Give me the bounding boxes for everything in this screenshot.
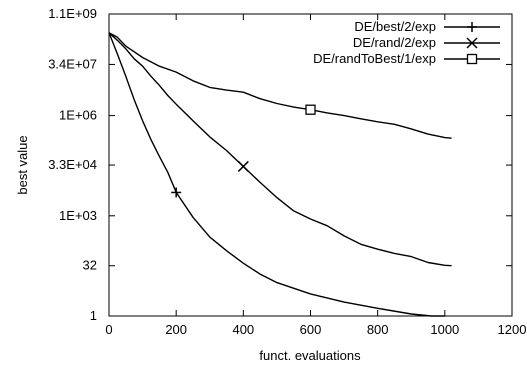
legend: DE/best/2/expDE/rand/2/expDE/randToBest/… (313, 19, 500, 66)
x-tick-label: 200 (165, 322, 187, 337)
x-tick-label: 600 (300, 322, 322, 337)
y-tick-label: 1 (90, 308, 97, 323)
x-axis-ticks: 0 200 400 600 800 1000 1200 (105, 14, 526, 337)
series-line-1 (108, 32, 445, 317)
y-tick-label: 1E+06 (59, 108, 97, 123)
y-tick-label: 1.1E+09 (48, 6, 97, 21)
x-tick-label: 800 (367, 322, 389, 337)
x-tick-label: 400 (232, 322, 254, 337)
series-marker-1 (171, 187, 182, 198)
x-tick-label: 1000 (430, 322, 459, 337)
x-axis-label: funct. evaluations (259, 348, 361, 363)
legend-label-2: DE/rand/2/exp (353, 35, 436, 50)
x-tick-label: 1200 (498, 322, 527, 337)
y-tick-label: 32 (83, 258, 97, 273)
y-tick-label: 1E+03 (59, 208, 97, 223)
y-tick-label: 3.4E+07 (48, 56, 97, 71)
legend-marker-1 (467, 22, 477, 32)
y-axis-ticks: 1 32 1E+03 3.3E+04 1E+06 3.4E+07 1.1E+09 (48, 6, 512, 323)
series-line-3 (108, 32, 452, 139)
legend-marker-2 (466, 37, 478, 49)
y-axis-label: best value (15, 135, 30, 194)
legend-label-1: DE/best/2/exp (354, 19, 436, 34)
series-marker-3 (305, 104, 316, 115)
series-line-2 (108, 32, 452, 267)
x-tick-label: 0 (105, 322, 112, 337)
legend-marker-3 (466, 53, 478, 65)
y-tick-label: 3.3E+04 (48, 157, 97, 172)
series-marker-2 (237, 160, 249, 172)
series-layer (108, 32, 452, 317)
legend-label-3: DE/randToBest/1/exp (313, 51, 436, 66)
